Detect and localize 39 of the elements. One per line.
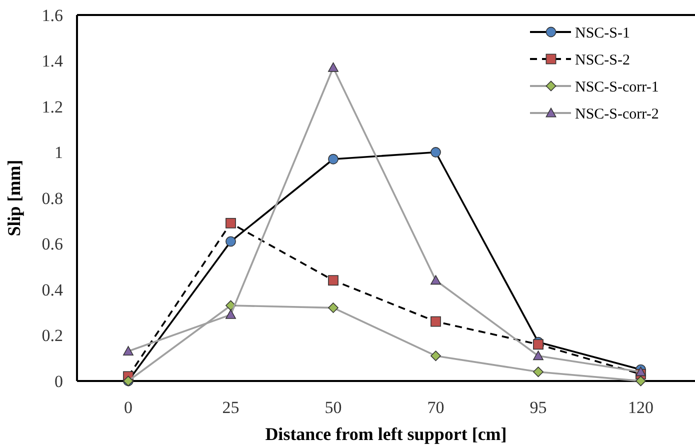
y-axis-title: Slip [mm]	[4, 160, 24, 236]
x-tick-label: 50	[324, 398, 342, 417]
y-tick-label: 0.4	[42, 280, 64, 300]
x-tick-label: 70	[427, 398, 444, 417]
point	[328, 154, 338, 164]
y-tick-label: 0.2	[42, 326, 63, 346]
y-tick-label: 1	[54, 143, 63, 162]
point	[533, 339, 544, 350]
point	[636, 366, 646, 376]
legend-label: NSC-S-1	[575, 25, 630, 42]
y-tick-label: 0	[54, 372, 63, 391]
point	[430, 275, 441, 285]
point	[226, 300, 236, 311]
legend-label: NSC-S-2	[575, 52, 630, 68]
point	[430, 316, 441, 327]
y-tick-label: 1.2	[42, 97, 63, 116]
point	[328, 302, 338, 313]
legend-label: NSC-S-corr-2	[575, 106, 659, 122]
y-tick-label: 0.8	[42, 188, 63, 208]
point	[328, 62, 338, 72]
point	[123, 346, 134, 356]
y-tick-label: 1.4	[42, 52, 64, 71]
point	[328, 275, 338, 286]
point	[226, 236, 236, 247]
point	[533, 366, 544, 378]
point	[533, 350, 544, 360]
point	[226, 309, 236, 319]
x-axis-title: Distance from left support [cm]	[265, 424, 507, 444]
y-tick-label: 0.6	[42, 234, 63, 254]
point	[636, 376, 646, 386]
x-tick-label: 0	[124, 398, 132, 417]
x-tick-label: 25	[222, 398, 240, 417]
x-tick-label: 120	[628, 398, 654, 417]
point	[226, 218, 236, 228]
legend-label: NSC-S-corr-1	[575, 79, 659, 96]
point	[430, 147, 441, 158]
y-tick-label: 1.6	[42, 6, 63, 25]
point	[430, 350, 441, 362]
x-tick-label: 95	[530, 398, 547, 417]
